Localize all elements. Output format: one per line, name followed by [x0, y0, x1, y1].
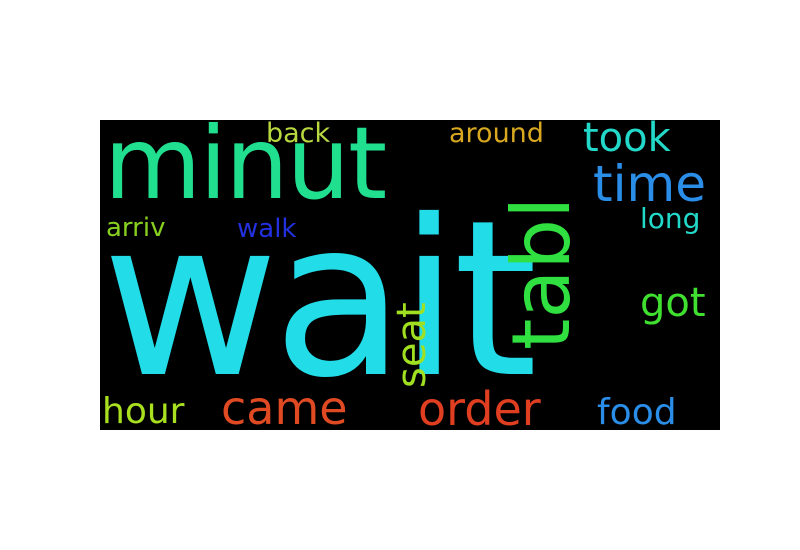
- word-walk: walk: [237, 214, 297, 244]
- word-long: long: [640, 202, 701, 235]
- word-around: around: [449, 120, 544, 149]
- word-hour: hour: [102, 391, 185, 430]
- word-arriv: arriv: [106, 213, 166, 243]
- word-got: got: [640, 280, 706, 326]
- word-tabl: tabl: [495, 196, 588, 350]
- word-seat: seat: [389, 302, 435, 388]
- word-back: back: [266, 120, 331, 149]
- word-wait: wait: [102, 174, 538, 425]
- word-food: food: [597, 392, 677, 431]
- word-took: took: [583, 120, 671, 161]
- word-came: came: [221, 381, 348, 430]
- word-order: order: [418, 382, 541, 430]
- word-cloud: wait minut tabl time took seat got order…: [100, 120, 720, 430]
- word-minut: minut: [104, 120, 387, 222]
- word-time: time: [593, 155, 706, 213]
